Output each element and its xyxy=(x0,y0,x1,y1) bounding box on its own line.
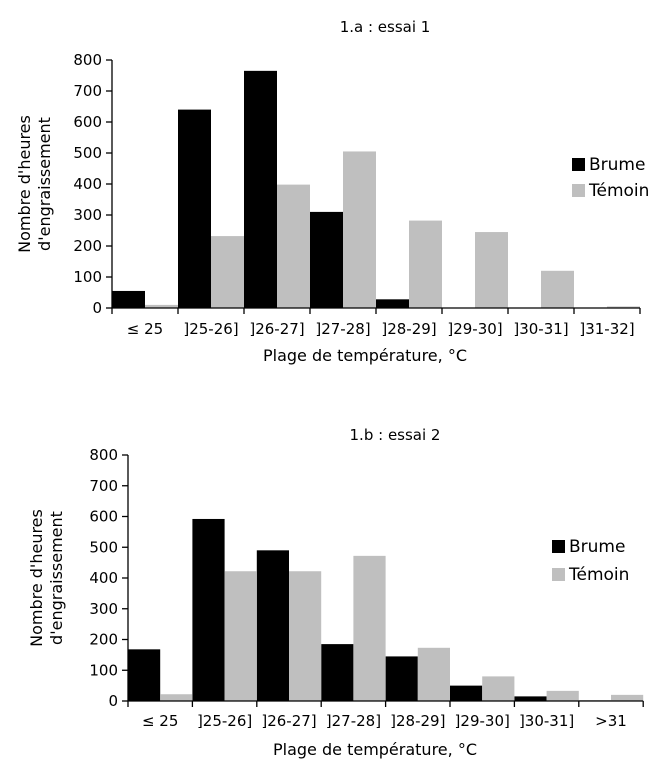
bar-brume-4 xyxy=(385,656,418,701)
x-category-label: ]31-32] xyxy=(579,320,634,338)
bar-temoin-5 xyxy=(475,232,508,308)
bar-temoin-2 xyxy=(289,571,322,701)
bar-brume-6 xyxy=(514,696,547,701)
bar-temoin-1 xyxy=(211,236,244,308)
x-category-label: ]25-26] xyxy=(197,712,252,730)
bar-temoin-7 xyxy=(607,306,640,308)
y-axis-title-line: Nombre d'heures xyxy=(27,509,46,647)
chart-essai-2: 1.b : essai 2 0 100 200 300 400 500 600 700 800 ≤ … xyxy=(27,426,644,759)
x-category-label: ≤ 25 xyxy=(142,712,178,730)
x-axis-title: Plage de température, °C xyxy=(273,740,477,759)
legend-label-temoin: Témoin xyxy=(568,565,629,585)
bar-temoin-4 xyxy=(409,220,442,308)
x-category-label: ]26-27] xyxy=(261,712,316,730)
bar-brume-1 xyxy=(192,518,225,701)
y-tick-label: 100 xyxy=(89,661,118,679)
chart-essai-1: 1.a : essai 1 0 100 200 300 400 500 600 700 800 ≤ … xyxy=(15,18,649,365)
bar-brume-0 xyxy=(128,649,161,701)
x-category-label: ]28-29] xyxy=(381,320,436,338)
y-tick-label: 700 xyxy=(73,82,102,100)
y-tick-label: 200 xyxy=(89,631,118,649)
chart-title: 1.b : essai 2 xyxy=(350,426,441,444)
y-axis-title-line: Nombre d'heures xyxy=(15,115,34,253)
bar-brume-4 xyxy=(376,299,409,308)
y-axis-title-line: d'engraissement xyxy=(47,511,66,645)
x-category-label: ]28-29] xyxy=(390,712,445,730)
y-tick-label: 600 xyxy=(89,508,118,526)
legend-label-temoin: Témoin xyxy=(588,181,649,201)
bar-temoin-4 xyxy=(417,647,450,701)
bar-brume-1 xyxy=(178,109,211,308)
x-category-label: ]26-27] xyxy=(249,320,304,338)
y-tick-label: 0 xyxy=(92,299,102,317)
y-tick-label: 0 xyxy=(108,692,118,710)
x-axis-title: Plage de température, °C xyxy=(263,346,467,365)
bar-temoin-0 xyxy=(160,694,193,701)
y-tick-label: 300 xyxy=(89,600,118,618)
bar-temoin-3 xyxy=(343,151,376,308)
y-tick-label: 400 xyxy=(89,569,118,587)
y-tick-label: 500 xyxy=(89,538,118,556)
chart-title: 1.a : essai 1 xyxy=(340,18,431,36)
bar-temoin-6 xyxy=(546,690,579,701)
y-tick-label: 100 xyxy=(73,268,102,286)
x-category-label: ]29-30] xyxy=(455,712,510,730)
bar-temoin-1 xyxy=(224,571,257,701)
bar-temoin-2 xyxy=(277,184,310,308)
legend-label-brume: Brume xyxy=(589,155,645,175)
bar-temoin-7 xyxy=(611,694,644,701)
x-category-label: >31 xyxy=(595,712,627,730)
y-tick-label: 200 xyxy=(73,237,102,255)
bar-brume-2 xyxy=(256,550,289,701)
x-category-label: ]29-30] xyxy=(447,320,502,338)
bar-brume-3 xyxy=(310,211,343,308)
legend-swatch-brume xyxy=(572,158,585,171)
y-tick-label: 400 xyxy=(73,175,102,193)
bar-temoin-5 xyxy=(482,676,515,701)
y-tick-label: 300 xyxy=(73,206,102,224)
x-category-label: ]30-31] xyxy=(513,320,568,338)
y-tick-label: 600 xyxy=(73,113,102,131)
y-tick-label: 800 xyxy=(73,51,102,69)
x-category-label: ]27-28] xyxy=(315,320,370,338)
y-tick-label: 800 xyxy=(89,446,118,464)
bar-brume-0 xyxy=(112,290,145,308)
legend-swatch-temoin xyxy=(572,184,585,197)
x-category-label: ≤ 25 xyxy=(127,320,163,338)
x-category-label: ]25-26] xyxy=(183,320,238,338)
y-tick-label: 500 xyxy=(73,144,102,162)
bar-brume-5 xyxy=(450,685,483,701)
legend-swatch-temoin xyxy=(552,568,565,581)
y-tick-label: 700 xyxy=(89,477,118,495)
bar-temoin-0 xyxy=(145,304,178,308)
bar-brume-3 xyxy=(321,644,354,701)
legend-label-brume: Brume xyxy=(569,537,625,557)
x-category-label: ]27-28] xyxy=(326,712,381,730)
x-category-label: ]30-31] xyxy=(519,712,574,730)
y-axis-title-line: d'engraissement xyxy=(35,117,54,251)
bar-temoin-3 xyxy=(353,555,386,701)
bar-brume-2 xyxy=(244,70,277,308)
legend-swatch-brume xyxy=(552,540,565,553)
bar-temoin-6 xyxy=(541,270,574,308)
